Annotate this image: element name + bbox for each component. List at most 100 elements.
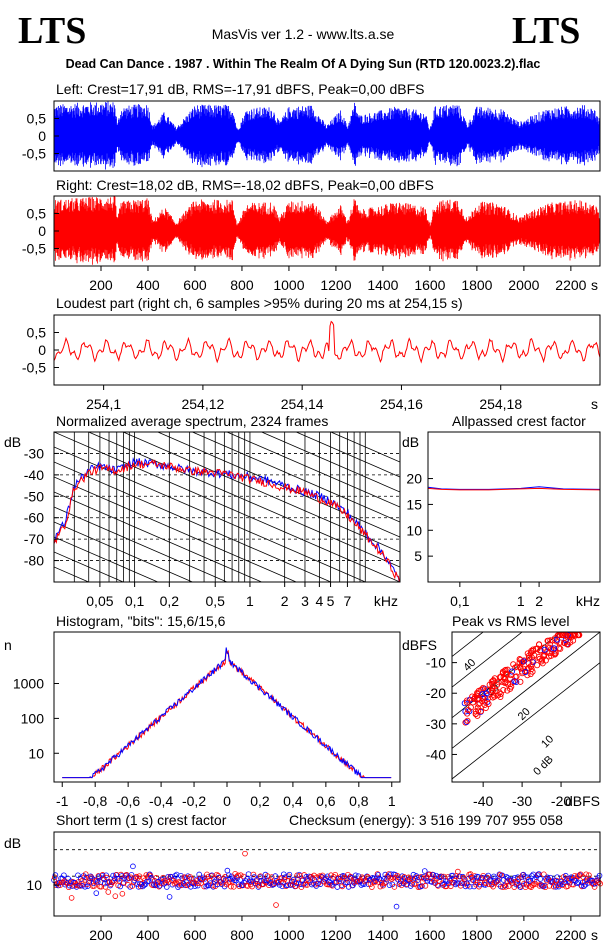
x-tick-label: -20 <box>551 793 571 809</box>
y-tick-label: -40 <box>426 746 446 762</box>
crest-point-left <box>100 875 107 882</box>
x-tick-label: -40 <box>473 793 493 809</box>
y-tick-label: 0 <box>38 223 46 239</box>
crest-point-right <box>232 871 238 877</box>
peak-rms-point <box>526 654 533 661</box>
y-tick-label: 0,5 <box>27 111 47 127</box>
crest-point-left <box>128 872 135 878</box>
slope-reference-line <box>54 566 90 582</box>
crest-point-right <box>237 872 244 878</box>
x-tick-label: 400 <box>136 927 160 943</box>
crest-point-right <box>68 895 75 901</box>
x-tick-label: 254,16 <box>380 396 423 412</box>
crest-point-left <box>192 883 198 889</box>
crest-point-left <box>409 881 415 887</box>
histogram-title: Histogram, "bits": 15,6/15,6 <box>56 613 226 629</box>
crest-point-right <box>249 883 255 890</box>
slope-reference-line <box>54 506 229 582</box>
spectrum-title: Normalized average spectrum, 2324 frames <box>56 413 329 429</box>
x-unit-label: s <box>591 277 598 293</box>
plot-frame <box>53 431 401 583</box>
x-tick-label: 0,6 <box>316 793 336 809</box>
crest-point-left <box>512 874 518 881</box>
crest-point-left <box>286 871 293 878</box>
peak-rms-point <box>554 636 561 643</box>
x-axis-label: dBFS <box>565 793 600 809</box>
crest-point-left <box>574 880 580 887</box>
crest-point-right <box>483 880 489 886</box>
peak-rms-point <box>463 699 471 706</box>
x-tick-label: 600 <box>183 927 207 943</box>
diagonal-label: 10 <box>539 733 556 750</box>
x-tick-label: 7 <box>344 593 352 609</box>
y-tick-label: -0,5 <box>22 146 46 162</box>
short-term-crest-panel: dB 10 200 400 600 800 1000 1200 1400 1600 1800 2000… <box>4 831 604 943</box>
x-tick-label: 0,1 <box>125 593 145 609</box>
slope-reference-line <box>54 536 159 582</box>
crest-point-left <box>560 881 566 887</box>
crest-point-left <box>450 872 456 879</box>
crest-point-left <box>438 873 445 880</box>
x-tick-label: 1200 <box>320 927 351 943</box>
peak-rms-point <box>472 708 479 715</box>
peak-rms-point <box>463 697 471 704</box>
crest-point-right <box>82 871 89 877</box>
histogram-left-trace <box>62 647 392 779</box>
x-tick-label: 1400 <box>367 277 398 293</box>
peak-rms-point <box>557 645 564 652</box>
crest-point-right <box>426 871 433 878</box>
x-tick-label: 1600 <box>414 927 445 943</box>
crest-point-right <box>502 884 509 890</box>
crest-point-right <box>308 873 315 880</box>
checksum-text: Checksum (energy): 3 516 199 707 955 058 <box>289 812 563 828</box>
x-tick-label: -0,8 <box>83 793 107 809</box>
loudest-part-trace <box>53 320 601 364</box>
x-tick-label: 1400 <box>367 927 398 943</box>
crest-point-left <box>257 874 263 880</box>
peak-rms-point <box>497 690 504 698</box>
y-tick-label: -10 <box>426 655 446 671</box>
peak-rms-point <box>503 671 510 678</box>
x-unit-label: s <box>591 927 598 943</box>
y-axis-label: dB <box>4 434 21 450</box>
y-tick-label: 0 <box>38 128 46 144</box>
crest-point-left <box>358 882 365 888</box>
x-tick-label: 1800 <box>461 927 492 943</box>
crest-point-left <box>575 879 582 886</box>
crest-point-left <box>476 881 483 888</box>
plot-frame <box>451 631 601 783</box>
crest-point-left <box>118 873 125 879</box>
crest-point-right <box>340 874 347 881</box>
y-tick-label: -0,5 <box>22 241 46 257</box>
crest-point-right <box>471 873 478 879</box>
crest-point-left <box>537 876 544 882</box>
slope-reference-line <box>54 597 400 747</box>
crest-point-right <box>534 879 540 885</box>
crest-point-left <box>280 871 287 878</box>
peak-rms-point <box>548 652 555 659</box>
peak-rms-point <box>464 710 471 717</box>
plot-frame <box>53 314 601 386</box>
peak-rms-point <box>490 677 497 684</box>
peak-rms-point <box>517 678 524 685</box>
y-tick-label: 0,5 <box>27 325 47 341</box>
peak-vs-rms-title: Peak vs RMS level <box>452 613 570 629</box>
crest-point-right <box>88 874 95 880</box>
crest-point-right <box>505 883 512 890</box>
crest-point-right <box>81 874 88 881</box>
x-unit-label: s <box>591 396 598 412</box>
diagonal-label: 20 <box>516 706 533 723</box>
peak-rms-point <box>489 694 496 701</box>
y-tick-label: 20 <box>406 471 422 487</box>
crest-point-left <box>430 871 436 878</box>
crest-point-left <box>86 879 93 886</box>
x-tick-label: 1600 <box>414 277 445 293</box>
slope-reference-line <box>54 432 400 582</box>
crest-point-left <box>89 875 95 882</box>
peak-rms-point <box>545 637 552 644</box>
crest-point-right <box>422 883 429 889</box>
peak-rms-point <box>536 641 543 648</box>
crest-point-right <box>522 884 529 891</box>
crest-right-trace <box>427 487 601 491</box>
x-tick-label: -0,2 <box>182 793 206 809</box>
